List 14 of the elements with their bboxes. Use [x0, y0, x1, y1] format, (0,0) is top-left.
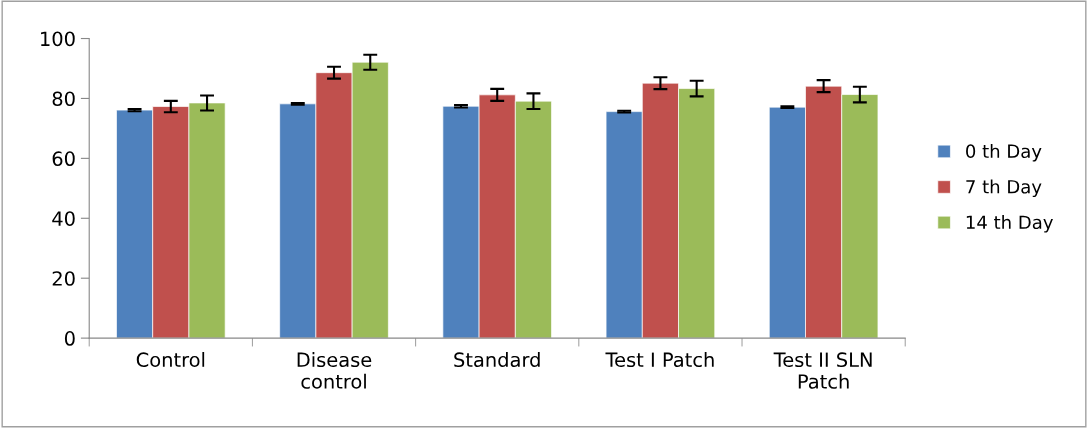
- legend-label: 7 th Day: [966, 179, 1042, 198]
- y-tick-label: 20: [52, 271, 75, 286]
- y-tick-label: 40: [52, 211, 75, 226]
- x-tick-label: Standard: [454, 352, 540, 368]
- y-tick-label: 80: [52, 91, 75, 107]
- y-tick-label: 60: [52, 151, 75, 167]
- x-tick-label: Test II SLN Patch: [773, 352, 872, 389]
- x-tick-label: Test I Patch: [605, 352, 714, 368]
- legend-label: 14 th Day: [966, 215, 1053, 233]
- legend-label: 0 th Day: [966, 144, 1042, 162]
- x-tick-label: Control: [136, 352, 205, 368]
- x-tick-label: Disease control: [297, 352, 372, 389]
- y-tick-label: 0: [64, 331, 75, 346]
- y-tick-label: 100: [41, 31, 75, 47]
